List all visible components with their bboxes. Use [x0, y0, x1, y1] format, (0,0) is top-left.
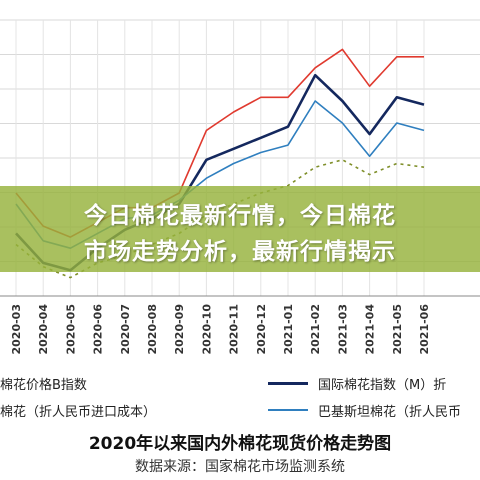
x-tick-label: 2020-08	[146, 304, 159, 355]
x-tick-label: 2020-05	[64, 304, 77, 355]
legend-label-pakistan: 巴基斯坦棉花（折人民币	[318, 405, 462, 420]
x-tick-label: 2020-06	[92, 304, 105, 355]
legend-label-import-cost: 棉花（折人民币进口成本）	[0, 405, 157, 420]
x-tick-label: 2021-06	[418, 304, 431, 355]
x-tick-label: 2021-05	[391, 304, 404, 355]
x-axis-ticks: 2020-03 2020-04 2020-05 2020-06 2020-07 2020-…	[10, 304, 431, 355]
headline-banner: 今日棉花最新行情，今日棉花 市场走势分析，最新行情揭示	[0, 186, 480, 272]
x-tick-label: 2021-02	[309, 304, 322, 355]
x-tick-label: 2021-04	[364, 304, 377, 355]
x-tick-label: 2020-10	[200, 304, 213, 355]
headline-line-2: 市场走势分析，最新行情揭示	[84, 239, 396, 265]
legend-label-m-index: 国际棉花指数（M）折	[318, 378, 447, 393]
x-tick-label: 2021-03	[336, 304, 349, 355]
chart-title: 2020年以来国内外棉花现货价格走势图	[88, 434, 392, 454]
x-tick-label: 2021-01	[282, 304, 295, 355]
x-tick-label: 2020-09	[173, 304, 186, 355]
x-tick-label: 2020-12	[255, 304, 268, 355]
legend-swatch-pakistan	[268, 409, 308, 411]
x-tick-label: 2020-04	[37, 304, 50, 355]
chart-source: 数据来源：国家棉花市场监测系统	[135, 459, 345, 475]
x-tick-label: 2020-07	[119, 304, 132, 355]
headline-line-1: 今日棉花最新行情，今日棉花	[84, 203, 396, 229]
x-tick-label: 2020-03	[10, 304, 23, 355]
x-tick-label: 2020-11	[228, 304, 241, 355]
legend-label-b-index: 棉花价格B指数	[0, 378, 87, 393]
legend-swatch-m-index	[268, 382, 308, 385]
